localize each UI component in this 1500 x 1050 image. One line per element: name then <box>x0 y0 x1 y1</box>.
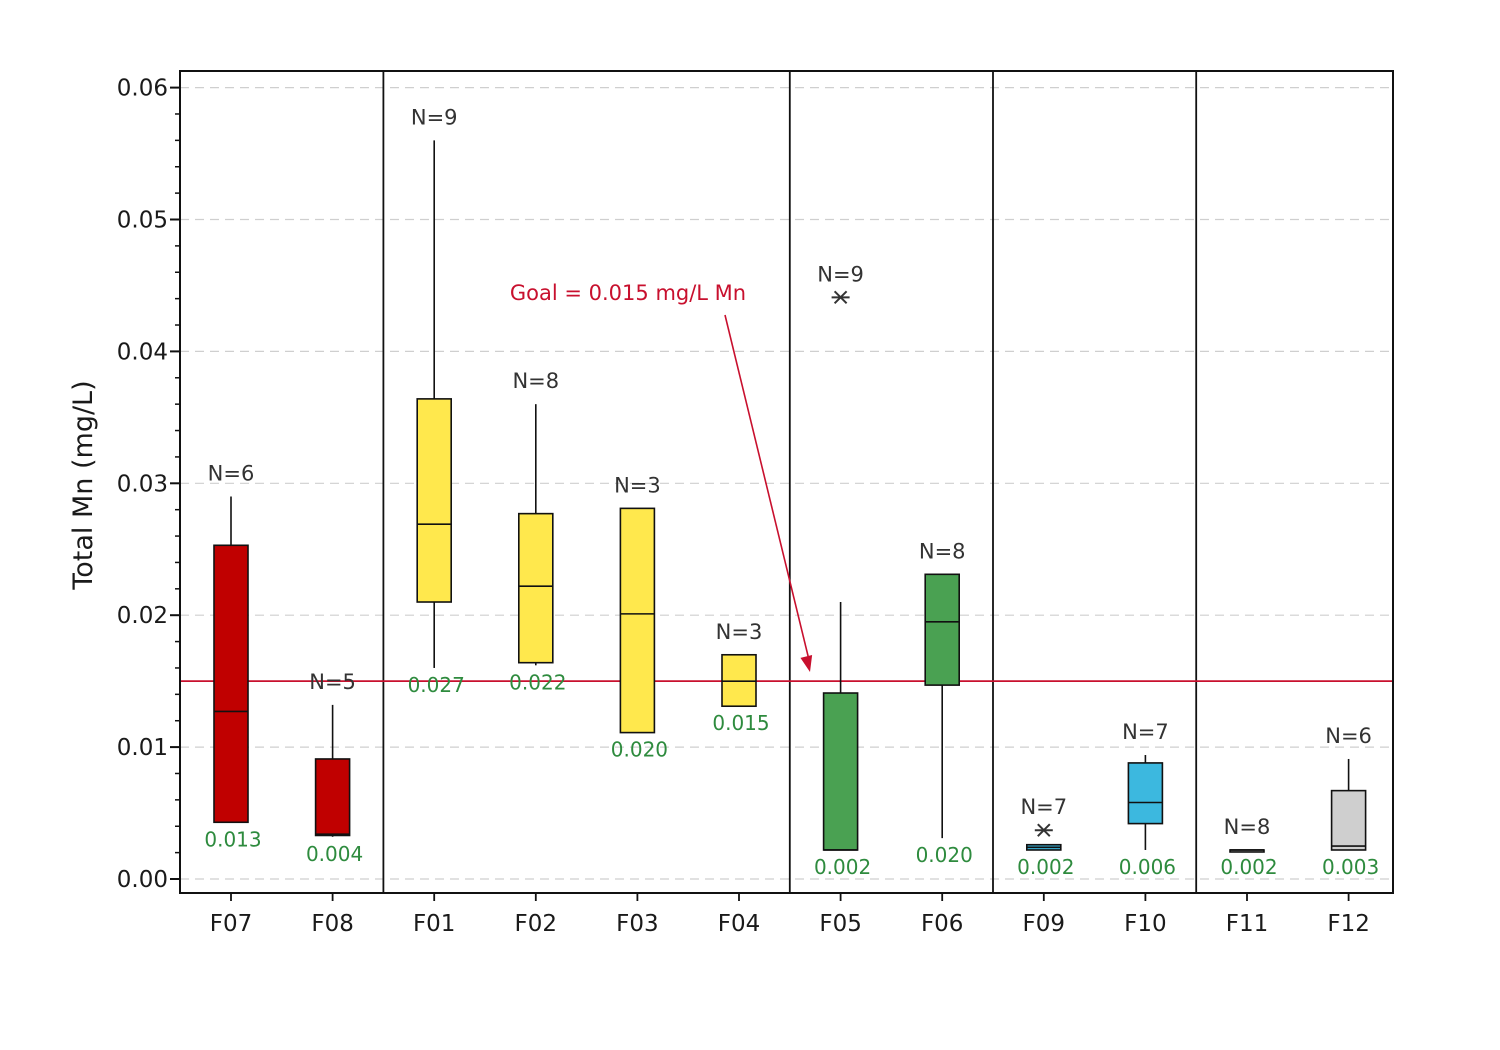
value-label: 0.004 <box>306 842 363 866</box>
y-tick-label: 0.02 <box>117 603 168 629</box>
y-axis-label: Total Mn (mg/L) <box>68 380 99 590</box>
y-tick-label: 0.04 <box>117 339 168 365</box>
value-label: 0.027 <box>408 673 465 697</box>
x-tick-label: F07 <box>210 911 253 937</box>
value-label: 0.022 <box>509 670 566 694</box>
x-tick-label: F11 <box>1226 911 1269 937</box>
value-label: 0.006 <box>1119 855 1176 879</box>
box-f11 <box>1229 849 1265 853</box>
box-f06 <box>924 573 961 839</box>
value-label: 0.002 <box>814 855 871 879</box>
value-label: 0.015 <box>712 711 769 735</box>
box-f04 <box>721 653 757 708</box>
box-labels: N=6 0.013 N=5 0.004 N=9 0.027 N=8 0.022 N=3 0.020… <box>204 105 1379 879</box>
x-tick-label: F02 <box>515 911 558 937</box>
y-tick-label: 0.06 <box>117 76 168 102</box>
n-label: N=3 <box>716 620 763 644</box>
box-iqr <box>619 507 656 734</box>
box-f03 <box>619 507 656 734</box>
outlier-marker <box>831 290 850 305</box>
n-label: N=8 <box>1224 815 1271 839</box>
n-label: N=3 <box>614 473 661 497</box>
box-f10 <box>1127 755 1164 850</box>
n-label: N=9 <box>817 262 864 286</box>
n-label: N=7 <box>1122 720 1169 744</box>
value-label: 0.002 <box>1220 855 1277 879</box>
y-tick-label: 0.00 <box>117 867 168 893</box>
value-label: 0.003 <box>1322 855 1379 879</box>
box-f01 <box>416 140 453 668</box>
y-tick-label: 0.05 <box>117 208 168 234</box>
box-iqr <box>416 398 453 603</box>
n-label: N=9 <box>411 105 458 129</box>
n-label: N=8 <box>919 539 966 563</box>
value-label: 0.002 <box>1017 855 1074 879</box>
n-label: N=7 <box>1020 795 1067 819</box>
goal-annotation: Goal = 0.015 mg/L Mn <box>510 281 813 672</box>
box-f12 <box>1330 758 1367 851</box>
box-iqr <box>213 544 249 824</box>
box-iqr <box>517 512 554 664</box>
x-tick-label: F05 <box>819 911 862 937</box>
box-f07 <box>213 496 249 824</box>
box-iqr <box>1330 789 1367 851</box>
x-tick-label: F06 <box>921 911 964 937</box>
outlier-marker <box>1034 823 1053 837</box>
goal-annotation-text: Goal = 0.015 mg/L Mn <box>510 281 746 305</box>
x-tick-label: F03 <box>616 911 659 937</box>
plot-frame <box>179 70 1394 894</box>
x-tick-label: F04 <box>718 911 761 937</box>
box-iqr <box>822 692 859 851</box>
n-label: N=5 <box>309 670 356 694</box>
box-f05 <box>822 290 859 851</box>
y-tick-label: 0.01 <box>117 735 168 761</box>
n-label: N=6 <box>208 461 255 485</box>
x-tick-label: F08 <box>311 911 354 937</box>
value-label: 0.020 <box>611 738 668 762</box>
n-label: N=6 <box>1325 724 1372 748</box>
x-tick-label: F01 <box>413 911 456 937</box>
x-tick-label: F10 <box>1124 911 1167 937</box>
goal-annotation-arrowhead <box>800 655 813 672</box>
grid-lines <box>180 86 1393 880</box>
boxes <box>213 140 1367 853</box>
value-label: 0.013 <box>204 827 261 851</box>
value-label: 0.020 <box>916 843 973 867</box>
box-f08 <box>314 704 351 837</box>
box-f09 <box>1026 823 1062 851</box>
n-label: N=8 <box>512 369 559 393</box>
x-axis: F07 F08 F01 F02 F03 F04 F05 F06 F09 F10 F11 F12 <box>210 893 1370 937</box>
group-separators <box>382 71 1198 893</box>
y-tick-label: 0.03 <box>117 471 168 497</box>
goal-annotation-arrow <box>724 314 811 665</box>
box-iqr <box>314 758 351 837</box>
box-iqr <box>1127 762 1164 825</box>
box-iqr <box>924 573 961 686</box>
x-tick-label: F09 <box>1023 911 1066 937</box>
x-tick-label: F12 <box>1327 911 1370 937</box>
box-f02 <box>517 404 554 666</box>
y-axis: 0.00 0.01 0.02 0.03 0.04 0.05 0.06 <box>117 76 180 893</box>
